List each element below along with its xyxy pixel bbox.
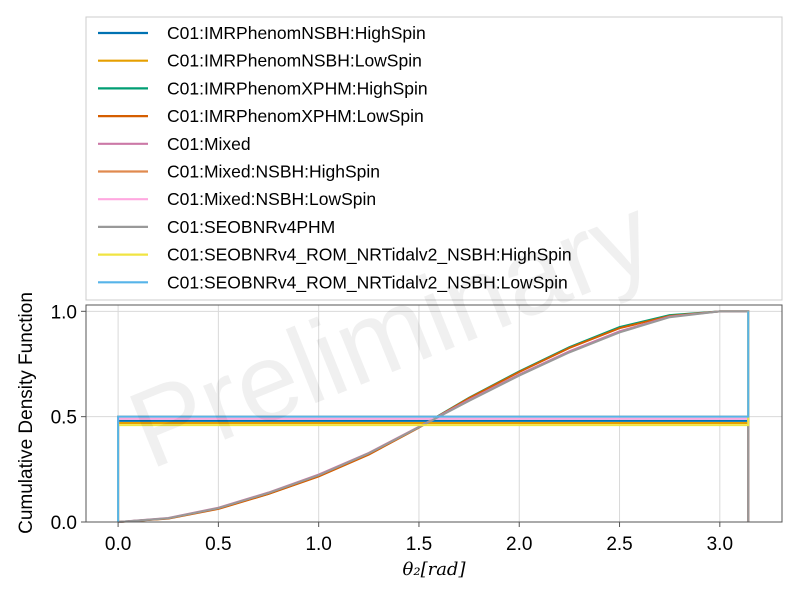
legend-label: C01:SEOBNRv4PHM [167,217,335,237]
y-axis-label: Cumulative Density Function [16,292,37,534]
series-line-10 [117,311,750,522]
plot-frame [85,304,783,523]
series-lines [117,310,750,523]
series-line-8 [118,310,750,523]
legend-label: C01:SEOBNRv4_ROM_NRTidalv2_NSBH:HighSpin [167,245,572,266]
x-axis-label: θ₂[rad] [403,559,467,580]
legend: C01:IMRPhenomNSBH:HighSpin C01:IMRPhenomN… [98,23,572,293]
x-tick-label: 2.5 [606,534,632,555]
legend-box [85,16,783,301]
y-tick-label: 0.0 [51,513,77,534]
x-tick-label: 0.0 [105,534,131,555]
y-tick-label: 0.5 [51,408,77,429]
legend-label: C01:IMRPhenomXPHM:HighSpin [167,78,428,98]
y-tick-label: 1.0 [51,302,77,323]
x-tick-label: 3.0 [707,534,733,555]
legend-label: C01:IMRPhenomNSBH:LowSpin [167,51,422,71]
legend-label: C01:Mixed:NSBH:LowSpin [167,189,376,209]
x-tick-label: 1.5 [406,534,432,555]
ticks: 0.0 0.5 1.0 1.5 2.0 2.5 3.0 0.0 0.5 1.0 [51,302,733,555]
legend-label: C01:Mixed:NSBH:HighSpin [167,162,380,182]
legend-label: C01:IMRPhenomNSBH:HighSpin [167,23,426,43]
plot-area: 0.0 0.5 1.0 1.5 2.0 2.5 3.0 0.0 0.5 1.0 [51,302,783,555]
legend-label: C01:IMRPhenomXPHM:LowSpin [167,106,424,126]
x-tick-label: 2.0 [506,534,532,555]
x-tick-label: 0.5 [205,534,231,555]
x-tick-label: 1.0 [305,534,331,555]
legend-label: C01:Mixed [167,134,251,154]
legend-label: C01:SEOBNRv4_ROM_NRTidalv2_NSBH:LowSpin [167,272,568,293]
